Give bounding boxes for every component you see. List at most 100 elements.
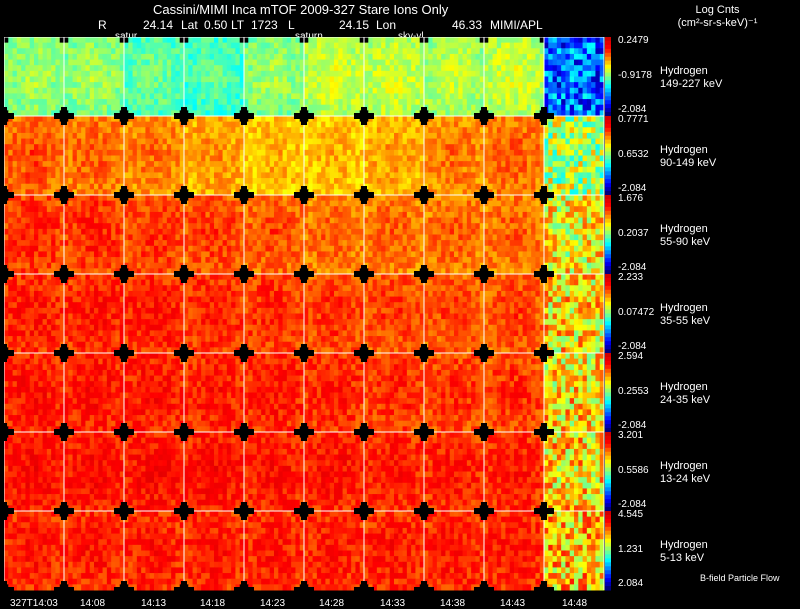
colorbar-units: Log Cnts (cm²-sr-s-keV)⁻¹ — [640, 4, 795, 30]
cross-marker — [294, 423, 314, 441]
cross-marker — [534, 502, 554, 520]
cross-marker — [534, 423, 554, 441]
cross-marker — [234, 265, 254, 283]
cross-marker — [354, 265, 374, 283]
cross-marker — [294, 344, 314, 362]
colorbar-1 — [605, 116, 611, 196]
heatmap-cell-r2-c7 — [424, 195, 485, 275]
time-tick-label: 14:38 — [440, 598, 466, 609]
heatmap-cell-r4-c2 — [124, 353, 185, 433]
heatmap-cell-r3-c9 — [544, 274, 605, 354]
heatmap-cell-r3-c0 — [4, 274, 65, 354]
cross-marker — [114, 107, 134, 125]
heatmap-cell-r3-c4 — [244, 274, 305, 354]
cross-marker — [54, 423, 74, 441]
cross-marker — [54, 107, 74, 125]
heatmap-cell-r1-c0 — [4, 116, 65, 196]
cross-marker — [474, 423, 494, 441]
heatmap-cell-r0-c1 — [64, 37, 125, 117]
heatmap-cell-r4-c7 — [424, 353, 485, 433]
heatmap-cell-r6-c1 — [64, 511, 125, 591]
row-species-label: Hydrogen — [660, 302, 708, 314]
heatmap-cell-r4-c3 — [184, 353, 245, 433]
colorbar-mid-label: -0.9178 — [618, 70, 652, 81]
cross-marker — [234, 423, 254, 441]
lon-label: Lon — [376, 18, 397, 32]
heatmap-cell-r0-c7 — [424, 37, 485, 117]
cross-marker — [114, 423, 134, 441]
cross-marker — [294, 502, 314, 520]
cross-marker — [534, 265, 554, 283]
cross-marker — [174, 265, 194, 283]
heatmap-cell-r1-c1 — [64, 116, 125, 196]
heatmap-cell-r1-c8 — [484, 116, 545, 196]
colorbar-4 — [605, 353, 611, 433]
cross-marker — [534, 107, 554, 125]
heatmap-cell-r5-c9 — [544, 432, 605, 512]
heatmap-cell-r0-c5 — [304, 37, 365, 117]
heatmap-cell-r3-c1 — [64, 274, 125, 354]
heatmap-cell-r5-c2 — [124, 432, 185, 512]
cross-marker — [414, 107, 434, 125]
time-tick-label: 14:28 — [319, 598, 345, 609]
heatmap-cell-r1-c6 — [364, 116, 425, 196]
cross-marker — [4, 186, 14, 204]
heatmap-cell-r6-c9 — [544, 511, 605, 591]
row-energy-label: 24-35 keV — [660, 394, 711, 406]
heatmap-cell-r5-c8 — [484, 432, 545, 512]
cross-marker — [414, 502, 434, 520]
colorbar-max-label: 3.201 — [618, 430, 644, 441]
cross-marker — [354, 502, 374, 520]
colorbar-max-label: 4.545 — [618, 509, 644, 520]
cross-marker — [114, 502, 134, 520]
heatmap-cell-r5-c0 — [4, 432, 65, 512]
row-energy-label: 13-24 keV — [660, 473, 711, 485]
cross-marker — [474, 502, 494, 520]
colorbar-max-label: 2.233 — [618, 272, 644, 283]
colorbar-3 — [605, 274, 611, 354]
chart-title: Cassini/MIMI Inca mTOF 2009-327 Stare Io… — [153, 2, 449, 17]
cross-marker — [474, 107, 494, 125]
cross-marker — [354, 423, 374, 441]
cross-marker — [114, 344, 134, 362]
colorbar-mid-label: 1.231 — [618, 544, 644, 555]
heatmap-cell-r5-c4 — [244, 432, 305, 512]
heatmap-cell-r6-c0 — [4, 511, 65, 591]
heatmap-cell-r2-c0 — [4, 195, 65, 275]
cross-marker — [4, 107, 14, 125]
time-tick-label: 14:48 — [562, 598, 588, 609]
r-label: R — [98, 18, 107, 32]
colorbar-0 — [605, 37, 611, 117]
row-species-label: Hydrogen — [660, 539, 708, 551]
heatmap-cell-r1-c5 — [304, 116, 365, 196]
cross-marker — [114, 265, 134, 283]
heatmap-cell-r2-c8 — [484, 195, 545, 275]
heatmap-cell-r6-c4 — [244, 511, 305, 591]
colorbar-max-label: 1.676 — [618, 193, 644, 204]
l-value: 24.15 — [339, 18, 370, 32]
heatmap-cell-r4-c0 — [4, 353, 65, 433]
time-tick-label: 14:13 — [141, 598, 167, 609]
cross-marker — [114, 581, 134, 597]
r-value: 24.14 — [143, 18, 174, 32]
cross-marker — [354, 344, 374, 362]
heatmap-cell-r4-c6 — [364, 353, 425, 433]
colorbar-mid-label: 0.2553 — [618, 386, 649, 397]
heatmap-cell-r6-c8 — [484, 511, 545, 591]
colorbar-min-label: -2.084 — [618, 341, 647, 352]
heatmap-cell-r0-c4 — [244, 37, 305, 117]
heatmap-cell-r0-c8 — [484, 37, 545, 117]
heatmap-cell-r6-c2 — [124, 511, 185, 591]
colorbar-min-label: -2.084 — [618, 262, 647, 273]
lat-label: Lat — [181, 18, 198, 32]
row-energy-label: 35-55 keV — [660, 315, 711, 327]
cross-marker — [174, 186, 194, 204]
colorbar-mid-label: 0.07472 — [618, 307, 655, 318]
heatmap-cell-r2-c1 — [64, 195, 125, 275]
heatmap-cell-r1-c9 — [544, 116, 605, 196]
colorbar-min-label: -2.084 — [618, 183, 647, 194]
colorbar-min-label: -2.084 — [618, 420, 647, 431]
heatmap-cell-r1-c2 — [124, 116, 185, 196]
time-tick-label: 14:43 — [500, 598, 526, 609]
heatmap-cell-r4-c1 — [64, 353, 125, 433]
